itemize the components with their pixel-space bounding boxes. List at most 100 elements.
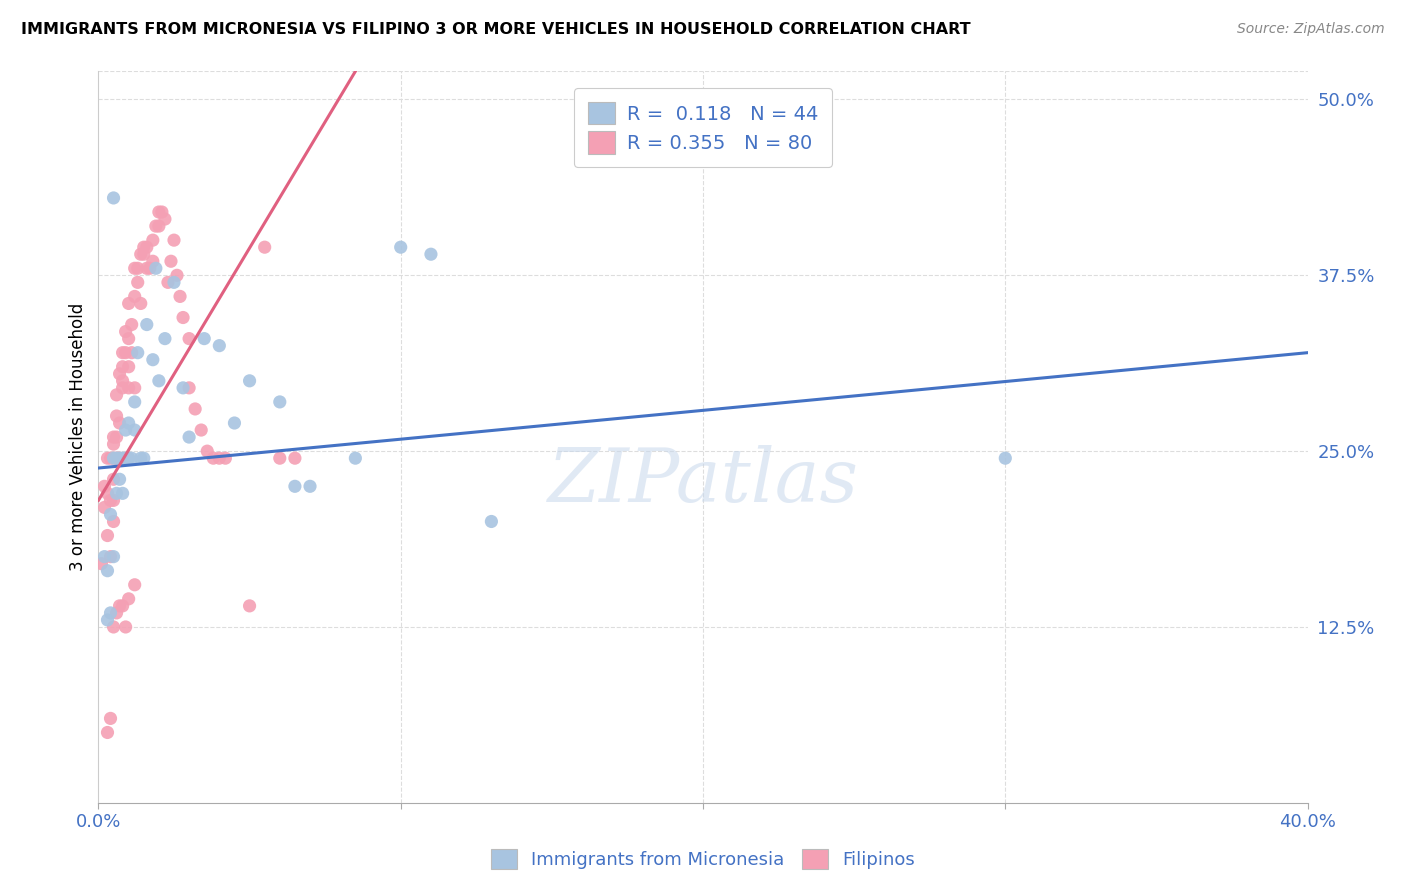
Point <box>105 430 128 444</box>
Point <box>179 430 201 444</box>
Text: IMMIGRANTS FROM MICRONESIA VS FILIPINO 3 OR MORE VEHICLES IN HOUSEHOLD CORRELATI: IMMIGRANTS FROM MICRONESIA VS FILIPINO 3… <box>21 22 970 37</box>
Point <box>139 261 162 276</box>
Point <box>481 515 503 529</box>
Point <box>166 268 188 283</box>
Point <box>135 240 157 254</box>
Point <box>124 395 146 409</box>
Point <box>100 606 122 620</box>
Point <box>148 205 170 219</box>
Point <box>163 233 186 247</box>
Point <box>103 430 125 444</box>
Legend: Immigrants from Micronesia, Filipinos: Immigrants from Micronesia, Filipinos <box>482 839 924 879</box>
Point <box>124 423 146 437</box>
Point <box>96 564 118 578</box>
Point <box>105 409 128 423</box>
Point <box>111 451 134 466</box>
Point <box>96 486 118 500</box>
Point <box>93 500 115 515</box>
Point <box>108 451 131 466</box>
Point <box>142 352 165 367</box>
Point <box>103 472 125 486</box>
Point <box>111 359 134 374</box>
Point <box>105 606 128 620</box>
Point <box>121 318 143 332</box>
Point <box>389 240 412 254</box>
Point <box>103 549 125 564</box>
Point <box>184 401 207 416</box>
Point <box>118 359 141 374</box>
Point <box>93 549 115 564</box>
Point <box>145 219 167 233</box>
Point <box>148 374 170 388</box>
Point <box>145 261 167 276</box>
Point <box>150 205 173 219</box>
Point <box>114 620 136 634</box>
Point <box>108 472 131 486</box>
Point <box>153 212 176 227</box>
Point <box>135 261 157 276</box>
Point <box>253 240 276 254</box>
Point <box>114 345 136 359</box>
Point <box>124 381 146 395</box>
Point <box>108 599 131 613</box>
Point <box>111 486 134 500</box>
Point <box>96 451 118 466</box>
Point <box>190 423 212 437</box>
Point <box>148 219 170 233</box>
Point <box>129 296 152 310</box>
Point <box>114 325 136 339</box>
Point <box>132 451 155 466</box>
Point <box>193 332 215 346</box>
Point <box>100 711 122 725</box>
Point <box>299 479 322 493</box>
Point <box>179 381 201 395</box>
Point <box>105 451 128 466</box>
Point <box>111 381 134 395</box>
Point <box>108 451 131 466</box>
Point <box>96 725 118 739</box>
Point <box>179 332 201 346</box>
Point <box>111 599 134 613</box>
Point <box>284 479 307 493</box>
Point <box>132 247 155 261</box>
Point <box>269 451 291 466</box>
Point <box>118 381 141 395</box>
Point <box>118 296 141 310</box>
Point <box>153 332 176 346</box>
Point <box>103 451 125 466</box>
Point <box>127 276 149 290</box>
Point <box>111 374 134 388</box>
Point <box>156 276 179 290</box>
Legend: R =  0.118   N = 44, R = 0.355   N = 80: R = 0.118 N = 44, R = 0.355 N = 80 <box>574 88 832 168</box>
Point <box>124 578 146 592</box>
Point <box>103 620 125 634</box>
Point <box>129 451 152 466</box>
Point <box>239 374 262 388</box>
Point <box>224 416 246 430</box>
Point <box>132 240 155 254</box>
Point <box>202 451 225 466</box>
Point <box>93 479 115 493</box>
Point <box>118 591 141 606</box>
Point <box>121 345 143 359</box>
Point <box>105 451 128 466</box>
Text: ZIPatlas: ZIPatlas <box>547 445 859 517</box>
Point <box>214 451 236 466</box>
Point <box>100 508 122 522</box>
Point <box>124 261 146 276</box>
Point <box>105 486 128 500</box>
Point <box>269 395 291 409</box>
Point <box>135 318 157 332</box>
Point <box>284 451 307 466</box>
Point <box>195 444 218 458</box>
Point <box>208 339 231 353</box>
Point <box>127 261 149 276</box>
Text: Source: ZipAtlas.com: Source: ZipAtlas.com <box>1237 22 1385 37</box>
Point <box>100 493 122 508</box>
Point <box>160 254 183 268</box>
Point <box>163 276 186 290</box>
Point <box>142 254 165 268</box>
Point <box>118 416 141 430</box>
Point <box>994 451 1017 466</box>
Point <box>172 310 194 325</box>
